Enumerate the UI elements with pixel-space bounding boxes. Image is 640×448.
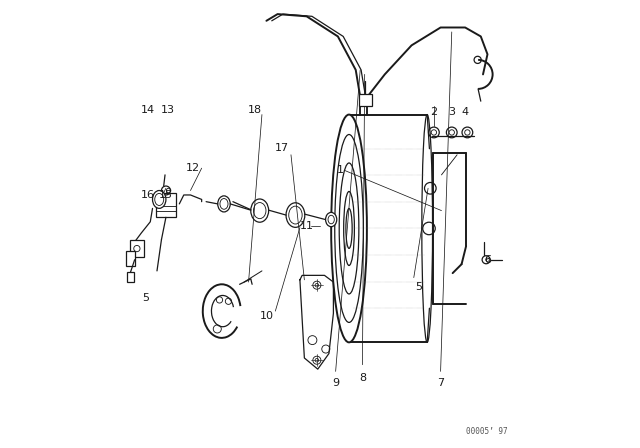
Text: 6: 6 — [484, 255, 491, 265]
Ellipse shape — [326, 212, 337, 227]
Text: 3: 3 — [448, 108, 455, 117]
Text: 4: 4 — [461, 108, 468, 117]
FancyBboxPatch shape — [156, 193, 176, 217]
Text: 5: 5 — [142, 293, 149, 303]
Text: 17: 17 — [275, 143, 289, 153]
Circle shape — [482, 256, 490, 264]
Text: 8: 8 — [359, 373, 366, 383]
Text: 10: 10 — [259, 310, 273, 321]
Text: 18: 18 — [248, 105, 262, 115]
Text: 13: 13 — [161, 105, 175, 115]
Text: 11: 11 — [300, 221, 314, 231]
Text: 9: 9 — [332, 378, 339, 388]
Circle shape — [465, 130, 470, 135]
Text: 5: 5 — [415, 281, 422, 292]
Ellipse shape — [286, 203, 305, 227]
FancyBboxPatch shape — [125, 251, 134, 267]
FancyBboxPatch shape — [127, 272, 134, 282]
Ellipse shape — [218, 196, 230, 212]
FancyBboxPatch shape — [359, 95, 372, 106]
Text: 14: 14 — [141, 105, 155, 115]
Ellipse shape — [331, 115, 367, 342]
Circle shape — [449, 130, 454, 135]
Text: 7: 7 — [437, 378, 444, 388]
Text: 15: 15 — [159, 190, 173, 200]
Text: 1: 1 — [337, 165, 344, 176]
Circle shape — [431, 130, 436, 135]
Text: 00005’ 97: 00005’ 97 — [466, 427, 508, 436]
Ellipse shape — [251, 199, 269, 222]
Text: 16: 16 — [141, 190, 155, 200]
Ellipse shape — [346, 208, 352, 248]
Text: 2: 2 — [430, 108, 438, 117]
FancyBboxPatch shape — [130, 240, 143, 258]
Text: 12: 12 — [186, 163, 200, 173]
Ellipse shape — [152, 190, 166, 208]
